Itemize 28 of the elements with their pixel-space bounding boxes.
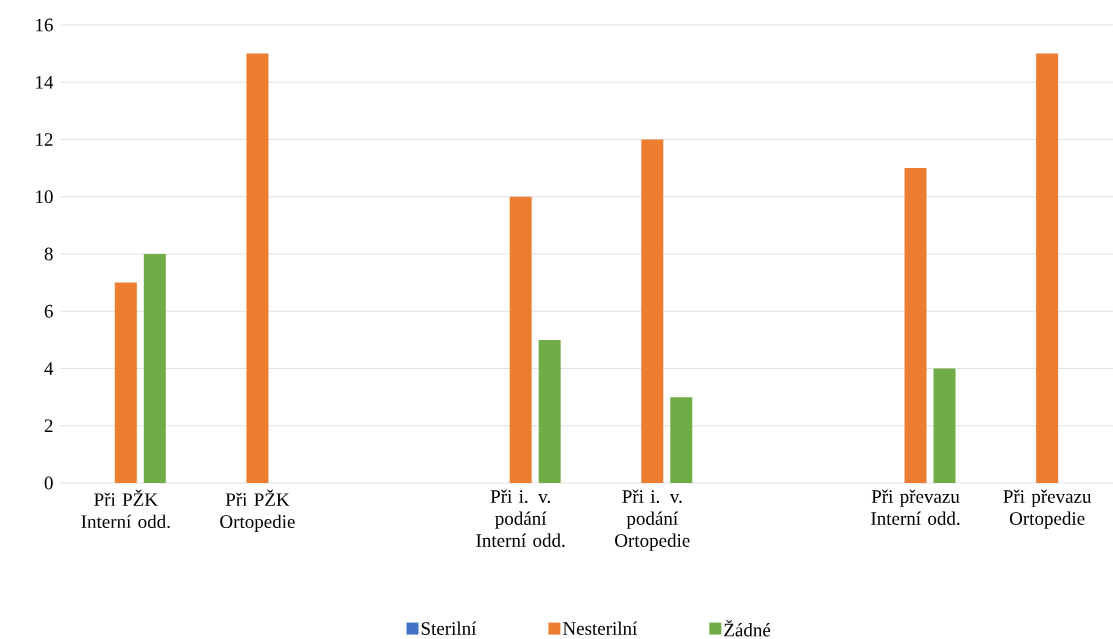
x-tick-label: Při i. v. podání Ortopedie (615, 489, 690, 551)
x-tick-label: Při převazu Ortopedie (1003, 489, 1092, 529)
bar (933, 368, 956, 483)
bar (246, 53, 269, 483)
bar (143, 254, 166, 483)
y-tick-label: 14 (36, 75, 54, 89)
legend-label: Žádné (724, 619, 771, 637)
y-tick-label: 8 (44, 247, 53, 261)
bar (641, 139, 664, 483)
x-tick-label: Při PŽK Ortopedie (220, 489, 295, 532)
y-tick-label: 16 (36, 18, 53, 32)
bar (670, 397, 693, 483)
bar (538, 339, 561, 483)
bar (1036, 53, 1059, 483)
x-tick-label: Při i. v. podání Interní odd. (476, 489, 565, 548)
y-tick-label: 10 (36, 190, 53, 204)
legend-label: Nesterilní (562, 621, 638, 635)
y-tick-label: 2 (44, 419, 53, 433)
x-tick-label: Při PŽK Interní odd. (81, 489, 170, 529)
y-tick-label: 0 (44, 476, 53, 490)
y-tick-label: 12 (36, 133, 53, 146)
bar (114, 282, 137, 483)
x-tick-label: Při převazu Interní odd. (871, 489, 960, 526)
y-tick-label: 6 (44, 304, 53, 318)
bar (509, 196, 532, 483)
y-tick-label: 4 (44, 362, 54, 375)
legend-label: Sterilní (421, 621, 477, 635)
bar (904, 168, 927, 483)
